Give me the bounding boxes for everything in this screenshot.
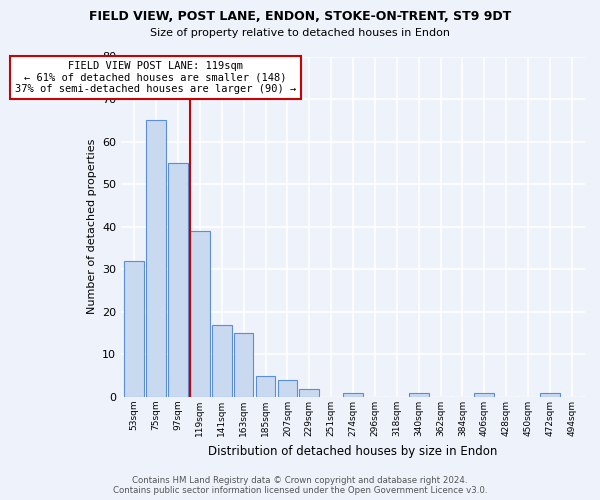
Bar bbox=[212, 324, 232, 397]
Bar bbox=[343, 393, 363, 397]
Bar bbox=[409, 393, 428, 397]
Text: FIELD VIEW, POST LANE, ENDON, STOKE-ON-TRENT, ST9 9DT: FIELD VIEW, POST LANE, ENDON, STOKE-ON-T… bbox=[89, 10, 511, 23]
Bar bbox=[234, 333, 253, 397]
Text: Contains HM Land Registry data © Crown copyright and database right 2024.
Contai: Contains HM Land Registry data © Crown c… bbox=[113, 476, 487, 495]
Text: FIELD VIEW POST LANE: 119sqm
← 61% of detached houses are smaller (148)
37% of s: FIELD VIEW POST LANE: 119sqm ← 61% of de… bbox=[15, 61, 296, 94]
Bar bbox=[475, 393, 494, 397]
Bar bbox=[256, 376, 275, 397]
Bar bbox=[124, 261, 144, 397]
Text: Size of property relative to detached houses in Endon: Size of property relative to detached ho… bbox=[150, 28, 450, 38]
X-axis label: Distribution of detached houses by size in Endon: Distribution of detached houses by size … bbox=[208, 444, 498, 458]
Bar bbox=[540, 393, 560, 397]
Y-axis label: Number of detached properties: Number of detached properties bbox=[86, 139, 97, 314]
Bar bbox=[190, 231, 210, 397]
Bar bbox=[278, 380, 297, 397]
Bar bbox=[299, 388, 319, 397]
Bar bbox=[146, 120, 166, 397]
Bar bbox=[168, 163, 188, 397]
